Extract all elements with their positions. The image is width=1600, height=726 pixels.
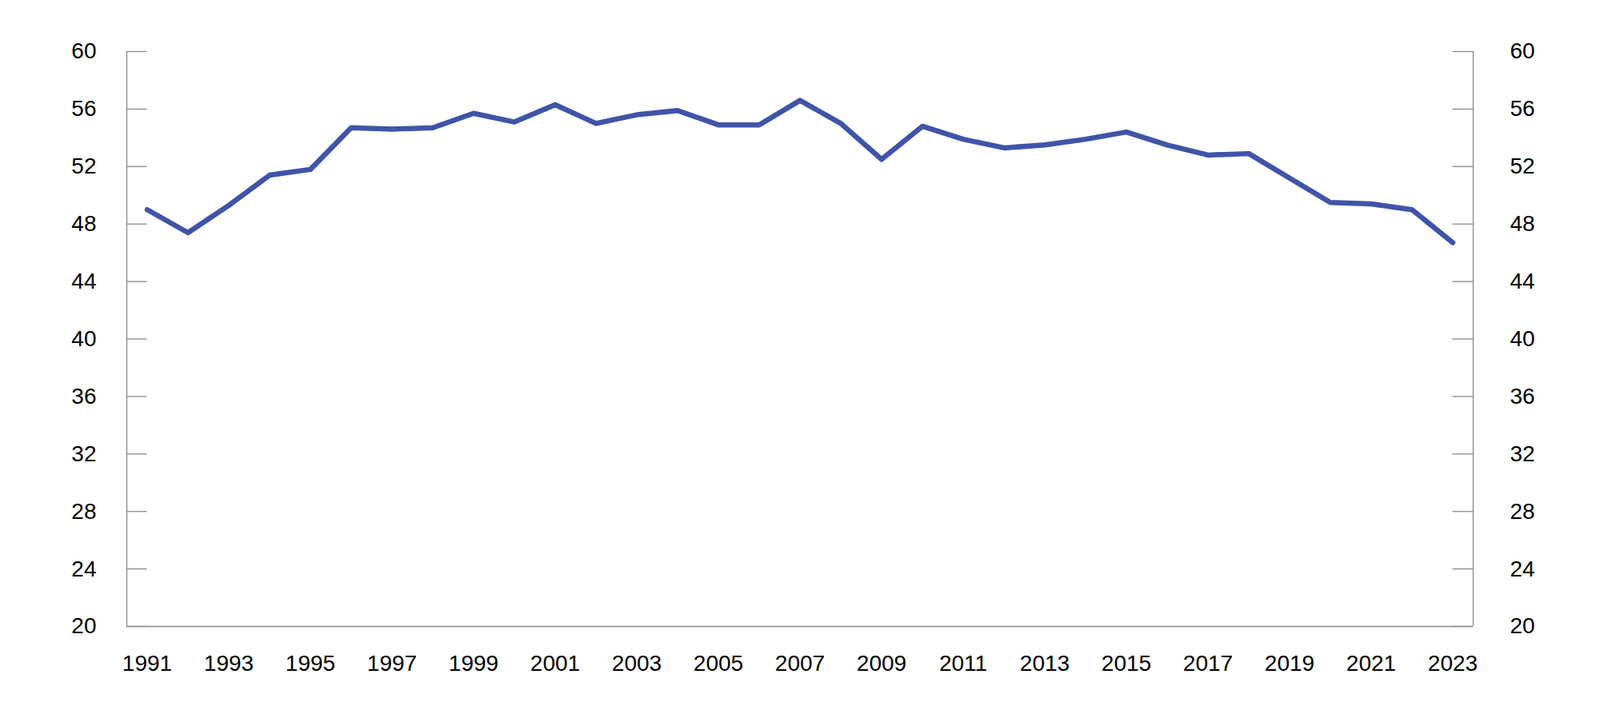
svg-text:2009: 2009 xyxy=(856,651,907,676)
svg-text:36: 36 xyxy=(71,384,96,409)
svg-text:2001: 2001 xyxy=(530,651,580,676)
svg-text:1993: 1993 xyxy=(204,651,254,676)
svg-text:56: 56 xyxy=(71,96,96,121)
svg-text:1997: 1997 xyxy=(367,651,417,676)
svg-text:2017: 2017 xyxy=(1183,651,1233,676)
svg-text:32: 32 xyxy=(71,441,96,467)
svg-text:40: 40 xyxy=(71,326,96,352)
svg-text:20: 20 xyxy=(71,613,96,639)
svg-text:28: 28 xyxy=(71,499,96,524)
svg-text:2015: 2015 xyxy=(1101,651,1152,676)
svg-text:44: 44 xyxy=(1510,268,1536,294)
svg-text:1995: 1995 xyxy=(285,651,336,676)
svg-text:28: 28 xyxy=(1510,499,1536,524)
svg-text:2013: 2013 xyxy=(1020,651,1070,676)
svg-text:52: 52 xyxy=(1510,153,1536,179)
svg-text:1991: 1991 xyxy=(122,651,172,676)
svg-text:48: 48 xyxy=(71,211,96,236)
svg-text:60: 60 xyxy=(71,38,96,64)
svg-text:24: 24 xyxy=(1510,556,1536,582)
svg-text:1999: 1999 xyxy=(448,651,499,676)
svg-text:20: 20 xyxy=(1510,613,1536,639)
svg-text:2023: 2023 xyxy=(1428,651,1478,676)
svg-text:32: 32 xyxy=(1510,441,1536,467)
svg-text:2003: 2003 xyxy=(612,651,662,676)
svg-text:24: 24 xyxy=(71,556,96,582)
svg-text:48: 48 xyxy=(1510,211,1536,236)
svg-text:60: 60 xyxy=(1510,38,1536,64)
svg-text:56: 56 xyxy=(1510,96,1536,121)
svg-text:36: 36 xyxy=(1510,384,1536,409)
svg-text:2021: 2021 xyxy=(1346,651,1396,676)
svg-text:44: 44 xyxy=(71,268,96,294)
svg-text:2011: 2011 xyxy=(939,651,988,676)
svg-text:52: 52 xyxy=(71,153,96,179)
svg-text:2019: 2019 xyxy=(1264,651,1315,676)
svg-text:2007: 2007 xyxy=(775,651,825,676)
svg-text:2005: 2005 xyxy=(693,651,744,676)
svg-text:40: 40 xyxy=(1510,326,1536,352)
